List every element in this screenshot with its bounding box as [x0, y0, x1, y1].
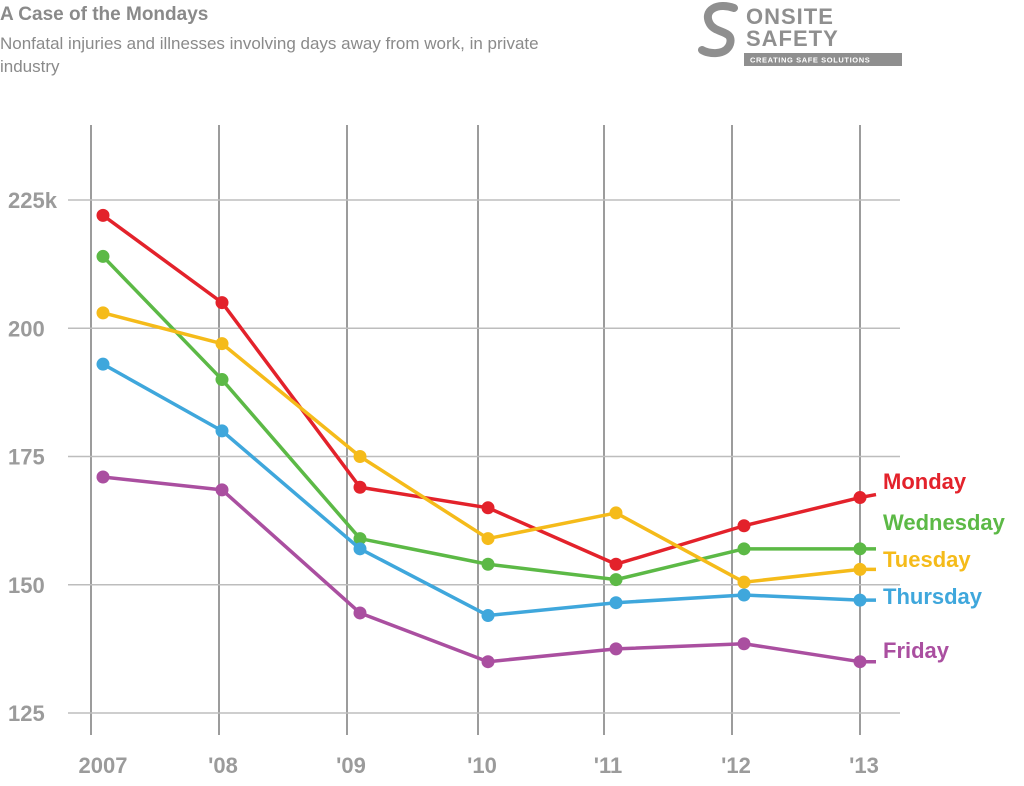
logo-tagline: CREATING SAFE SOLUTIONS — [750, 56, 870, 65]
data-point-tuesday-2 — [353, 450, 367, 463]
series-labels: Monday Wednesday Tuesday Thursday Friday — [883, 469, 1006, 663]
data-point-thursday-1 — [215, 424, 229, 438]
logo-line1: ONSITE — [746, 4, 834, 29]
data-point-tuesday-3 — [481, 532, 495, 546]
data-point-friday-2 — [353, 606, 367, 620]
data-point-monday-6 — [853, 491, 867, 505]
series-label-tuesday: Tuesday — [883, 547, 971, 572]
y-tick-label: 175 — [8, 445, 45, 470]
x-tick-label: '08 — [208, 753, 238, 778]
data-point-monday-5 — [737, 519, 751, 533]
onsite-safety-logo: ONSITE SAFETY CREATING SAFE SOLUTIONS — [698, 2, 902, 66]
series-thursday — [96, 357, 876, 623]
x-tick-label: '11 — [594, 753, 623, 778]
series-friday — [96, 470, 876, 669]
series-lines — [96, 208, 877, 669]
series-label-monday: Monday — [883, 469, 967, 494]
logo-s-mark-icon — [698, 2, 738, 58]
data-point-friday-0 — [96, 470, 110, 484]
series-label-thursday: Thursday — [883, 584, 983, 609]
data-point-friday-1 — [215, 483, 229, 497]
series-line-tuesday — [102, 311, 876, 584]
series-label-friday: Friday — [883, 638, 950, 663]
data-point-wednesday-3 — [481, 557, 495, 571]
chart-title: A Case of the Mondays — [0, 4, 209, 25]
x-tick-label: 2007 — [79, 753, 128, 778]
data-point-tuesday-0 — [96, 306, 110, 320]
data-point-wednesday-2 — [353, 532, 367, 546]
y-tick-label: 200 — [8, 316, 45, 341]
data-point-tuesday-5 — [737, 575, 751, 589]
data-point-friday-5 — [737, 637, 751, 651]
data-point-monday-0 — [96, 208, 110, 222]
data-point-monday-4 — [609, 557, 623, 571]
data-point-thursday-4 — [609, 596, 623, 610]
y-tick-label: 125 — [8, 701, 45, 726]
series-tuesday — [96, 306, 876, 589]
data-point-thursday-3 — [481, 609, 495, 623]
logo-line2: SAFETY — [746, 26, 839, 51]
series-monday — [96, 208, 877, 571]
data-point-monday-2 — [353, 480, 367, 494]
data-point-thursday-2 — [353, 542, 367, 556]
chart-subtitle: Nonfatal injuries and illnesses involvin… — [0, 34, 539, 76]
y-tick-label: 150 — [8, 573, 45, 598]
data-point-wednesday-1 — [215, 373, 229, 387]
data-point-thursday-0 — [96, 357, 110, 371]
data-point-friday-4 — [609, 642, 623, 656]
data-point-wednesday-4 — [609, 573, 623, 587]
series-wednesday — [96, 249, 876, 587]
data-point-monday-1 — [215, 296, 229, 310]
y-axis: 125 150 175 200 225k — [8, 188, 58, 726]
data-point-tuesday-1 — [215, 337, 229, 351]
data-point-wednesday-0 — [96, 249, 110, 263]
x-tick-label: '12 — [721, 753, 751, 778]
x-tick-label: '10 — [467, 753, 497, 778]
x-axis: 2007 '08 '09 '10 '11 '12 '13 — [79, 753, 879, 778]
logo-tag-bar — [744, 53, 902, 66]
data-point-wednesday-6 — [853, 542, 867, 556]
y-tick-label: 225k — [8, 188, 58, 213]
series-line-wednesday — [101, 255, 876, 582]
series-label-wednesday: Wednesday — [883, 510, 1006, 535]
data-point-tuesday-6 — [853, 562, 867, 576]
series-line-monday — [101, 213, 877, 566]
x-tick-label: '09 — [336, 753, 366, 778]
x-tick-label: '13 — [849, 753, 879, 778]
data-point-thursday-6 — [853, 593, 867, 607]
series-line-thursday — [102, 362, 876, 618]
data-point-tuesday-4 — [609, 506, 623, 520]
data-point-friday-3 — [481, 655, 495, 669]
series-line-friday — [102, 475, 876, 664]
grid — [68, 125, 900, 735]
data-point-friday-6 — [853, 655, 867, 669]
data-point-monday-3 — [481, 501, 495, 515]
data-point-wednesday-5 — [737, 542, 751, 556]
data-point-thursday-5 — [737, 588, 751, 602]
